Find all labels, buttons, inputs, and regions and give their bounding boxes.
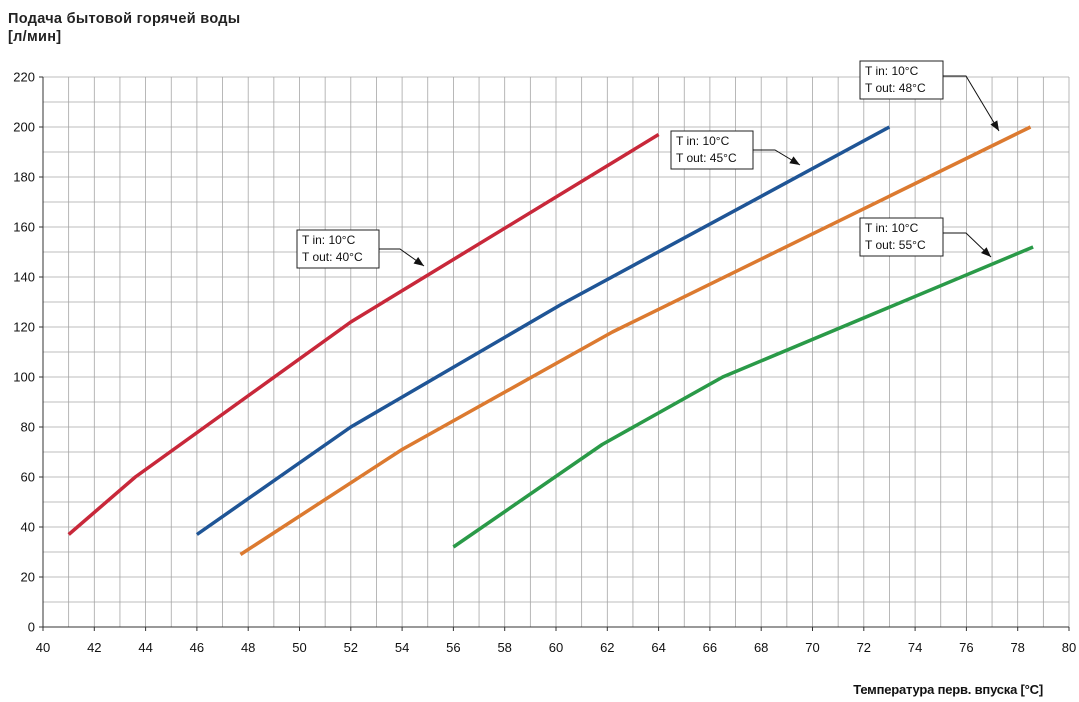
x-tick-label: 44 — [138, 640, 152, 655]
y-tick-label: 20 — [21, 570, 35, 585]
series-line-3 — [239, 125, 1032, 556]
x-tick-label: 48 — [241, 640, 255, 655]
callout-label: T in: 10°C — [676, 134, 730, 148]
x-tick-label: 62 — [600, 640, 614, 655]
y-tick-label: 120 — [13, 320, 35, 335]
y-tick-labels: 0 20 40 60 80 100 120 140 160 180 200 220 — [13, 70, 35, 635]
x-tick-label: 56 — [446, 640, 460, 655]
x-tick-label: 50 — [292, 640, 306, 655]
y-tick-label: 140 — [13, 270, 35, 285]
callout-arrowhead — [981, 247, 991, 257]
x-tick-label: 60 — [549, 640, 563, 655]
callout-box — [296, 229, 380, 269]
y-tick-label: 160 — [13, 220, 35, 235]
x-tick-label: 64 — [651, 640, 665, 655]
x-tick-label: 46 — [190, 640, 204, 655]
x-tick-label: 72 — [857, 640, 871, 655]
x-tick-label: 76 — [959, 640, 973, 655]
callout-3: T in: 10°C T out: 48°C — [859, 60, 1000, 132]
callout-arrowhead — [789, 156, 800, 165]
x-tick-label: 40 — [36, 640, 50, 655]
chart-title-line-1: Подача бытовой горячей воды — [8, 11, 241, 27]
callout-box — [859, 217, 944, 257]
y-tick-label: 60 — [21, 470, 35, 485]
callout-leader — [943, 232, 992, 258]
series-line-4 — [452, 245, 1034, 549]
x-axis-title: Температура перв. впуска [°C] — [853, 682, 1043, 697]
callout-label: T in: 10°C — [865, 64, 919, 78]
callout-label: T out: 45°C — [676, 151, 737, 165]
callout-box — [859, 60, 944, 100]
axes — [39, 76, 1070, 631]
y-tick-label: 220 — [13, 70, 35, 85]
callout-label: T in: 10°C — [302, 233, 356, 247]
callout-leader — [943, 75, 1000, 132]
callout-label: T out: 55°C — [865, 238, 926, 252]
callout-label: T out: 48°C — [865, 81, 926, 95]
series-lines — [67, 125, 1034, 556]
callout-label: T in: 10°C — [865, 221, 919, 235]
x-tick-label: 70 — [805, 640, 819, 655]
x-tick-label: 74 — [908, 640, 922, 655]
y-tick-label: 80 — [21, 420, 35, 435]
callout-2: T in: 10°C T out: 45°C — [670, 130, 801, 170]
x-tick-label: 52 — [344, 640, 358, 655]
callout-box — [670, 130, 754, 170]
chart-title: Подача бытовой горячей воды [л/мин] — [8, 10, 240, 46]
callout-arrowhead — [413, 256, 424, 266]
x-tick-label: 68 — [754, 640, 768, 655]
x-tick-label: 78 — [1010, 640, 1024, 655]
x-tick-label: 42 — [87, 640, 101, 655]
x-tick-label: 80 — [1062, 640, 1076, 655]
y-tick-label: 100 — [13, 370, 35, 385]
grid — [42, 76, 1070, 628]
chart-title-line-2: [л/мин] — [8, 29, 62, 45]
y-tick-label: 0 — [28, 620, 35, 635]
callout-1: T in: 10°C T out: 40°C — [296, 229, 425, 269]
series-line-2 — [195, 125, 891, 536]
series-line-1 — [67, 133, 660, 536]
x-tick-labels: 40 42 44 46 48 50 52 54 56 58 60 62 64 66 68 70 72 74 76 78… — [36, 640, 1076, 655]
y-tick-label: 200 — [13, 120, 35, 135]
series-callouts: T in: 10°C T out: 40°C T in: 10°C T out: 45… — [296, 60, 1000, 269]
y-tick-label: 180 — [13, 170, 35, 185]
callout-arrowhead — [990, 120, 999, 131]
x-tick-label: 54 — [395, 640, 409, 655]
x-tick-label: 66 — [703, 640, 717, 655]
y-tick-label: 40 — [21, 520, 35, 535]
x-tick-label: 58 — [497, 640, 511, 655]
callout-label: T out: 40°C — [302, 250, 363, 264]
callout-4: T in: 10°C T out: 55°C — [859, 217, 992, 258]
